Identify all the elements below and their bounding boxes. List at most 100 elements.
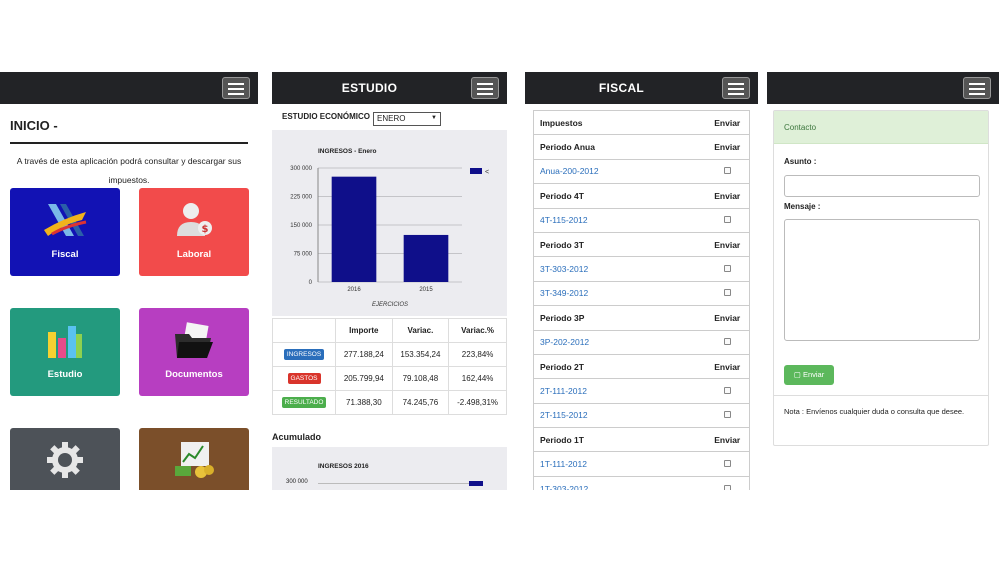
cell-variac: 79.108,48 [391, 366, 450, 391]
send-checkbox[interactable] [723, 484, 731, 490]
tax-link[interactable]: 2T-115-2012 [533, 402, 706, 428]
tax-link[interactable]: 3T-349-2012 [533, 280, 706, 306]
enviar-header: Enviar [705, 134, 750, 160]
period-label: Periodo 2T [533, 353, 706, 379]
fiscal-screen: FISCAL Impuestos Enviar Periodo Anua Enviar… [525, 72, 758, 490]
estudio-screen: ESTUDIO ESTUDIO ECONÓMICO ENERO ▼ INGRES… [272, 72, 507, 490]
tile-laboral[interactable]: $ Laboral [139, 188, 249, 276]
svg-text:$: $ [202, 224, 209, 235]
cell-variac-pct: -2.498,31% [448, 390, 507, 415]
top-navbar [0, 72, 258, 104]
mensaje-textarea[interactable] [784, 219, 980, 341]
table-header-empty [272, 318, 337, 343]
enviar-header: Enviar [705, 427, 750, 452]
table-row-link: 3T-349-2012 [533, 280, 750, 306]
footer-divider [774, 395, 988, 396]
table-row: INGRESOS 277.188,24 153.354,24 223,84% [272, 342, 507, 367]
month-select-value: ENERO [377, 114, 406, 123]
send-checkbox-cell [705, 402, 750, 428]
acumulado-ytick: 300 000 [286, 479, 308, 485]
y-tick-label: 0 [309, 280, 313, 286]
x-tick-label: 2015 [419, 287, 433, 293]
acumulado-legend-swatch [469, 481, 483, 486]
title-divider [10, 142, 248, 144]
asunto-input[interactable] [784, 175, 980, 197]
send-button-label: Enviar [802, 370, 825, 379]
tax-link[interactable]: 2T-111-2012 [533, 378, 706, 404]
table-row-header: Periodo 3P Enviar [533, 305, 750, 331]
month-select[interactable]: ENERO ▼ [373, 112, 441, 126]
tax-link[interactable]: 3T-303-2012 [533, 256, 706, 282]
inicio-screen: INICIO - A través de esta aplicación pod… [0, 72, 258, 490]
send-checkbox-cell [705, 378, 750, 404]
impuestos-table: Impuestos Enviar Periodo Anua Enviar Anua-20… [533, 109, 750, 490]
period-label: Impuestos [533, 109, 706, 135]
hamburger-menu-button[interactable] [222, 77, 250, 99]
send-checkbox[interactable] [723, 289, 731, 297]
table-row-header: Periodo 2T Enviar [533, 353, 750, 379]
y-tick-label: 150 000 [290, 223, 312, 229]
y-tick-label: 75 000 [294, 252, 313, 258]
ingresos-badge: INGRESOS [283, 349, 325, 360]
contact-header: Contacto [774, 111, 988, 144]
tile-documentos[interactable]: Documentos [139, 308, 249, 396]
table-header-variac: Variac. [391, 318, 450, 343]
hamburger-menu-button[interactable] [963, 77, 991, 99]
table-row: RESULTADO 71.388,30 74.245,76 -2.498,31% [272, 390, 507, 415]
send-checkbox[interactable] [723, 265, 731, 273]
tax-link[interactable]: Anua-200-2012 [533, 158, 706, 184]
tile-configuracion[interactable] [10, 428, 120, 490]
send-checkbox-cell [705, 451, 750, 477]
enviar-header: Enviar [705, 305, 750, 331]
contacto-screen: Contacto Asunto : Mensaje : ▢ Enviar Not… [767, 72, 999, 490]
tax-link[interactable]: 1T-111-2012 [533, 451, 706, 477]
ingresos-bar-chart: 0 75 000 150 000 225 000 300 000 2016 2015 EJER… [290, 166, 489, 308]
send-checkbox[interactable] [723, 338, 731, 346]
table-row: GASTOS 205.799,94 79.108,48 162,44% [272, 366, 507, 391]
resultado-badge: RESULTADO [281, 397, 327, 408]
tile-contabilidad[interactable] [139, 428, 249, 490]
bar [403, 234, 449, 282]
cell-importe: 277.188,24 [335, 342, 393, 367]
send-checkbox-cell [705, 329, 750, 355]
send-checkbox-cell [705, 158, 750, 184]
send-checkbox[interactable] [723, 216, 731, 224]
period-label: Periodo 1T [533, 427, 706, 452]
acumulado-heading: Acumulado [272, 432, 322, 442]
x-tick-label: 2016 [347, 287, 361, 293]
send-checkbox-cell [705, 280, 750, 306]
user-dollar-icon: $ [177, 203, 212, 236]
intro-text: A través de esta aplicación podrá consul… [16, 156, 242, 185]
send-checkbox[interactable] [723, 167, 731, 175]
period-label: Periodo 3T [533, 231, 706, 257]
y-tick-label: 300 000 [290, 166, 312, 172]
table-row-link: 1T-111-2012 [533, 451, 750, 477]
send-checkbox[interactable] [723, 460, 731, 468]
top-navbar: ESTUDIO [272, 72, 507, 104]
estudio-table: Importe Variac. Variac.% INGRESOS 277.18… [272, 318, 507, 415]
tax-link[interactable]: 1T-303-2012 [533, 475, 706, 490]
tile-estudio[interactable]: Estudio [10, 308, 120, 396]
folder-icon [175, 322, 213, 358]
send-checkbox[interactable] [723, 411, 731, 419]
table-row-link: 3T-303-2012 [533, 256, 750, 282]
tax-link[interactable]: 4T-115-2012 [533, 207, 706, 233]
send-checkbox-cell [705, 256, 750, 282]
contact-card: Contacto Asunto : Mensaje : ▢ Enviar Not… [773, 110, 989, 446]
chart-panel: INGRESOS - Enero 0 75 000 150 000 225 000 30… [272, 130, 507, 316]
tax-link[interactable]: 3P-202-2012 [533, 329, 706, 355]
page-title: INICIO - [10, 118, 58, 133]
table-row-header: Impuestos Enviar [533, 109, 750, 135]
enviar-header: Enviar [705, 109, 750, 135]
enviar-header: Enviar [705, 183, 750, 209]
x-axis-label: EJERCICIOS [372, 302, 408, 308]
send-button[interactable]: ▢ Enviar [784, 365, 834, 385]
cell-variac-pct: 223,84% [448, 342, 507, 367]
send-checkbox[interactable] [723, 386, 731, 394]
table-header-row: Importe Variac. Variac.% [272, 318, 507, 343]
gastos-badge: GASTOS [287, 373, 321, 384]
hamburger-menu-button[interactable] [722, 77, 750, 99]
hamburger-menu-button[interactable] [471, 77, 499, 99]
tile-fiscal[interactable]: Fiscal [10, 188, 120, 276]
table-row-link: 1T-303-2012 [533, 475, 750, 490]
